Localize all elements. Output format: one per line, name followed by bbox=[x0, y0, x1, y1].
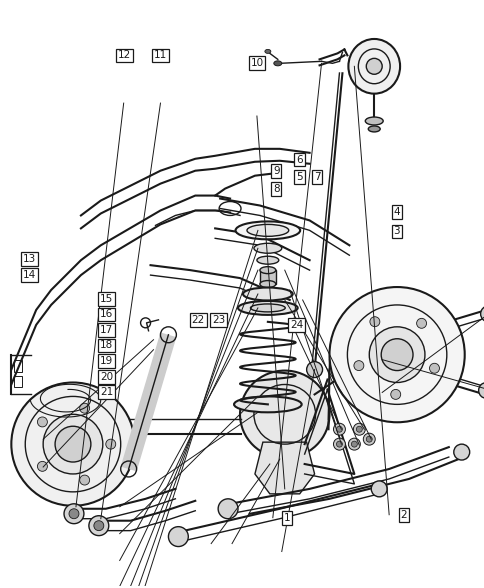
Ellipse shape bbox=[364, 117, 382, 125]
Circle shape bbox=[348, 438, 360, 450]
Ellipse shape bbox=[254, 243, 281, 253]
Ellipse shape bbox=[238, 301, 297, 315]
Circle shape bbox=[365, 436, 372, 442]
Circle shape bbox=[37, 462, 47, 472]
Ellipse shape bbox=[240, 370, 329, 458]
Circle shape bbox=[64, 504, 84, 524]
Text: 20: 20 bbox=[100, 372, 113, 382]
Circle shape bbox=[218, 499, 238, 519]
Circle shape bbox=[356, 426, 362, 432]
Circle shape bbox=[306, 362, 322, 377]
Text: 6: 6 bbox=[295, 155, 302, 165]
Circle shape bbox=[478, 382, 484, 399]
Bar bbox=[259, 270, 275, 284]
Ellipse shape bbox=[367, 126, 379, 132]
Polygon shape bbox=[255, 442, 314, 494]
Ellipse shape bbox=[259, 266, 275, 273]
Circle shape bbox=[55, 426, 91, 462]
Bar bbox=[15, 360, 22, 372]
Text: 24: 24 bbox=[289, 320, 302, 330]
Text: 16: 16 bbox=[100, 309, 113, 319]
Text: 9: 9 bbox=[272, 166, 279, 176]
Text: 12: 12 bbox=[118, 51, 131, 61]
Circle shape bbox=[429, 363, 439, 373]
Circle shape bbox=[453, 444, 469, 460]
Text: 4: 4 bbox=[393, 207, 399, 217]
Ellipse shape bbox=[242, 288, 292, 300]
Ellipse shape bbox=[273, 61, 281, 66]
Circle shape bbox=[350, 441, 357, 447]
Circle shape bbox=[416, 318, 426, 328]
Circle shape bbox=[353, 360, 363, 370]
Text: 1: 1 bbox=[283, 513, 289, 523]
Circle shape bbox=[11, 382, 135, 506]
Circle shape bbox=[380, 339, 412, 370]
Ellipse shape bbox=[348, 39, 399, 93]
Text: 15: 15 bbox=[100, 293, 113, 303]
Circle shape bbox=[37, 417, 47, 427]
Ellipse shape bbox=[234, 396, 301, 412]
Circle shape bbox=[69, 509, 79, 519]
Text: 3: 3 bbox=[393, 226, 399, 236]
Text: 10: 10 bbox=[250, 58, 263, 68]
Circle shape bbox=[336, 426, 342, 432]
Ellipse shape bbox=[246, 225, 288, 236]
Text: 18: 18 bbox=[100, 340, 113, 350]
Circle shape bbox=[390, 389, 400, 399]
Text: 11: 11 bbox=[153, 51, 167, 61]
Text: 21: 21 bbox=[100, 387, 113, 397]
Ellipse shape bbox=[250, 304, 285, 312]
Circle shape bbox=[329, 287, 464, 422]
Circle shape bbox=[79, 475, 90, 485]
Ellipse shape bbox=[259, 280, 275, 288]
Bar bbox=[15, 376, 22, 387]
Text: 8: 8 bbox=[272, 184, 279, 194]
Circle shape bbox=[106, 439, 116, 449]
Circle shape bbox=[43, 415, 103, 474]
Circle shape bbox=[94, 521, 104, 530]
Ellipse shape bbox=[264, 49, 270, 54]
Text: 17: 17 bbox=[100, 325, 113, 335]
Ellipse shape bbox=[235, 222, 300, 239]
Text: 22: 22 bbox=[191, 315, 204, 325]
Circle shape bbox=[370, 481, 386, 497]
Circle shape bbox=[336, 441, 342, 447]
Text: 14: 14 bbox=[23, 270, 36, 280]
Circle shape bbox=[333, 438, 345, 450]
Circle shape bbox=[353, 423, 364, 435]
Text: 23: 23 bbox=[212, 315, 225, 325]
Ellipse shape bbox=[257, 256, 278, 264]
Circle shape bbox=[168, 527, 188, 546]
Circle shape bbox=[89, 516, 108, 536]
Ellipse shape bbox=[365, 58, 381, 74]
Circle shape bbox=[363, 433, 375, 445]
Text: 5: 5 bbox=[295, 172, 302, 182]
Circle shape bbox=[333, 423, 345, 435]
Text: 2: 2 bbox=[400, 510, 407, 520]
Text: 13: 13 bbox=[23, 254, 36, 264]
Circle shape bbox=[79, 403, 90, 413]
Circle shape bbox=[369, 317, 379, 327]
Circle shape bbox=[368, 327, 424, 382]
Text: 19: 19 bbox=[100, 356, 113, 366]
Text: 7: 7 bbox=[313, 172, 320, 182]
Circle shape bbox=[480, 306, 484, 322]
